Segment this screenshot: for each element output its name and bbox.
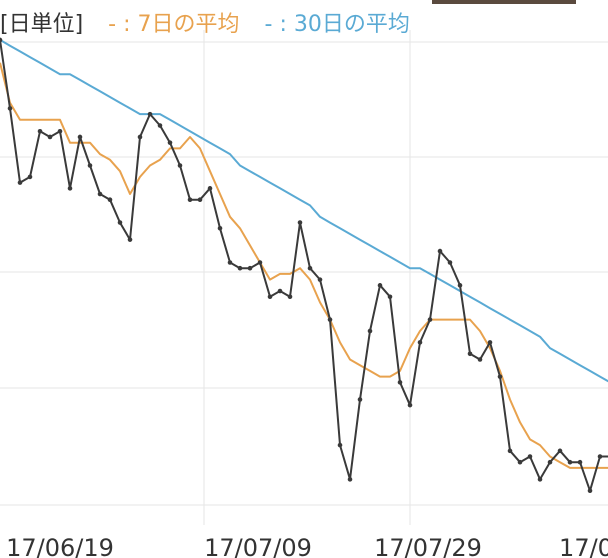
- daily-point: [337, 442, 343, 448]
- daily-point: [587, 488, 593, 494]
- x-axis-ticks: 17/06/19 17/07/09 17/07/29 17/0: [6, 534, 608, 558]
- top-edge-bar: [432, 0, 576, 4]
- chart-legend: [日単位] - : 7日の平均 - : 30日の平均: [0, 6, 428, 38]
- series-ma30: [0, 39, 608, 383]
- daily-point: [167, 140, 173, 145]
- daily-point: [157, 123, 163, 128]
- x-tick-label: 17/07/09: [204, 534, 312, 558]
- daily-point: [507, 448, 513, 454]
- daily-point: [177, 163, 183, 168]
- daily-point: [287, 294, 293, 300]
- daily-point: [557, 448, 563, 454]
- daily-point: [7, 106, 13, 111]
- legend-unit-label: [日単位]: [0, 12, 84, 37]
- grid-lines: [0, 30, 608, 525]
- daily-point: [517, 459, 523, 465]
- x-tick-label: 17/06/19: [6, 534, 114, 558]
- daily-point: [417, 340, 423, 345]
- series-daily: [0, 37, 608, 494]
- legend-ma30: - : 30日の平均: [264, 12, 410, 37]
- daily-point: [317, 277, 323, 282]
- daily-point: [467, 351, 473, 357]
- daily-point: [577, 459, 583, 465]
- daily-point: [367, 328, 373, 334]
- daily-point: [347, 477, 353, 482]
- daily-point: [0, 37, 3, 43]
- daily-point: [217, 225, 223, 231]
- daily-point: [267, 294, 273, 300]
- daily-point: [277, 288, 283, 294]
- daily-point: [307, 265, 313, 271]
- x-tick-label: 17/07/29: [374, 534, 482, 558]
- daily-point: [537, 477, 543, 482]
- daily-point: [87, 163, 93, 168]
- daily-point: [447, 260, 453, 265]
- legend-ma7: - : 7日の平均: [108, 12, 240, 37]
- ma30-line: [0, 39, 608, 383]
- daily-point: [67, 186, 73, 191]
- daily-point: [37, 128, 43, 134]
- daily-point: [297, 220, 303, 225]
- daily-point: [197, 197, 203, 203]
- daily-point: [137, 134, 143, 140]
- daily-point: [47, 134, 53, 140]
- daily-point: [377, 283, 383, 288]
- daily-point: [407, 402, 413, 408]
- daily-point: [17, 180, 23, 185]
- series-ma7: [0, 62, 608, 469]
- x-tick-label: 17/0: [559, 534, 608, 558]
- daily-point: [27, 174, 33, 180]
- ma7-line: [0, 62, 608, 469]
- daily-point: [487, 340, 493, 345]
- daily-point: [107, 197, 113, 203]
- daily-point: [227, 260, 233, 265]
- daily-point: [247, 265, 253, 271]
- daily-point: [527, 454, 533, 459]
- daily-point: [427, 317, 433, 322]
- daily-point: [127, 237, 133, 242]
- daily-point: [187, 197, 193, 203]
- daily-point: [597, 454, 603, 459]
- daily-point: [477, 357, 483, 362]
- daily-point: [207, 186, 213, 191]
- daily-point: [237, 265, 243, 271]
- daily-point: [567, 459, 573, 465]
- daily-point: [397, 380, 403, 385]
- daily-point: [497, 374, 503, 379]
- daily-point: [387, 294, 393, 300]
- daily-point: [57, 128, 63, 134]
- daily-point: [327, 317, 333, 322]
- daily-point: [117, 220, 123, 225]
- daily-line: [0, 39, 608, 492]
- daily-point: [257, 260, 263, 265]
- daily-point: [77, 134, 83, 140]
- daily-point: [457, 283, 463, 288]
- daily-point: [97, 191, 103, 197]
- daily-point: [437, 248, 443, 254]
- daily-point: [547, 459, 553, 465]
- daily-point: [147, 111, 153, 117]
- daily-point: [357, 397, 363, 402]
